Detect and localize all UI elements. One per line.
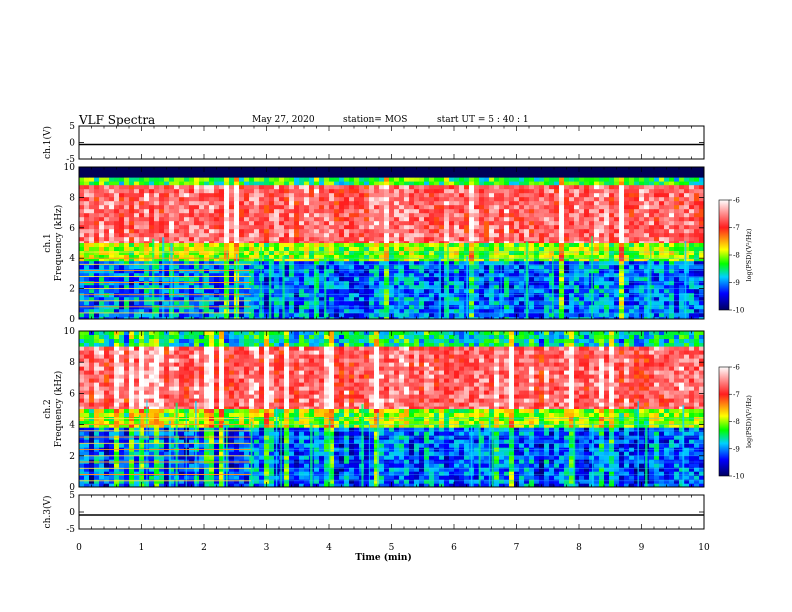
xtick-label-5: 5 xyxy=(389,543,395,553)
ylabel-p2-freq: Frequency (kHz) xyxy=(53,205,64,282)
colorbar-tick-p2-4: -10 xyxy=(733,307,744,315)
xtick-label-0: 0 xyxy=(76,543,82,553)
colorbar-tick-p3-2: -8 xyxy=(733,418,740,426)
ytick-label-p1-0: 5 xyxy=(69,122,75,132)
colorbar-label-p2: log(PSD)(V²/Hz) xyxy=(745,228,753,281)
xtick-label-1: 1 xyxy=(139,543,145,553)
colorbars: -6 -7 -8 -9 -10 log(PSD)(V²/Hz) -6 -7 -8 -9 -10 log… xyxy=(718,197,753,481)
xtick-label-4: 4 xyxy=(326,543,332,553)
ytick-label-p3-0: 0 xyxy=(69,483,75,493)
ytick-label-p3-5: 10 xyxy=(64,327,76,337)
ytick-label-p4-2: -5 xyxy=(66,525,75,535)
ch1-spectrogram xyxy=(79,167,705,320)
xtick-label-7: 7 xyxy=(514,543,520,553)
header-start-ut: start UT = 5 : 40 : 1 xyxy=(437,115,529,125)
ch2-spectrogram xyxy=(79,331,705,488)
colorbar-label-p3: log(PSD)(V²/Hz) xyxy=(745,395,753,448)
ytick-label-p2-0: 0 xyxy=(69,315,75,325)
colorbar-tick-p2-0: -6 xyxy=(733,197,740,205)
ytick-label-p3-3: 6 xyxy=(69,389,75,399)
xtick-label-2: 2 xyxy=(201,543,207,553)
ytick-label-p2-2: 4 xyxy=(69,254,75,264)
axes-layer xyxy=(78,125,705,530)
colorbar-tick-p3-1: -7 xyxy=(733,391,740,399)
colorbar-p2 xyxy=(718,199,730,311)
ytick-label-p2-5: 10 xyxy=(64,163,76,173)
ytick-label-p2-3: 6 xyxy=(69,224,75,234)
ytick-label-p2-4: 8 xyxy=(69,193,75,203)
ytick-label-p2-1: 2 xyxy=(69,285,75,295)
ytick-label-p4-1: 0 xyxy=(69,508,75,518)
ylabel-p4: ch.3(V) xyxy=(42,496,53,529)
ytick-label-p4-0: 5 xyxy=(69,491,75,501)
ytick-label-p1-1: 0 xyxy=(69,139,75,149)
xtick-label-9: 9 xyxy=(639,543,645,553)
xtick-label-3: 3 xyxy=(264,543,270,553)
ytick-label-p3-4: 8 xyxy=(69,358,75,368)
colorbar-tick-p3-3: -9 xyxy=(733,445,740,453)
xtick-label-10: 10 xyxy=(698,543,710,553)
colorbar-tick-p2-1: -7 xyxy=(733,224,740,232)
colorbar-tick-p2-2: -8 xyxy=(733,252,740,260)
ytick-label-p3-2: 4 xyxy=(69,421,75,431)
colorbar-tick-p3-4: -10 xyxy=(733,473,744,481)
colorbar-p3 xyxy=(718,366,730,477)
ylabel-p2-channel: ch.1 xyxy=(43,233,53,252)
colorbar-tick-p3-0: -6 xyxy=(733,364,740,372)
colorbar-tick-p2-3: -9 xyxy=(733,279,740,287)
waveform-traces xyxy=(79,143,704,516)
xtick-label-8: 8 xyxy=(576,543,582,553)
ylabel-p3-channel: ch.2 xyxy=(43,399,53,418)
ylabel-p3-freq: Frequency (kHz) xyxy=(53,371,64,448)
xlabel: Time (min) xyxy=(355,552,412,563)
header-station: station= MOS xyxy=(343,115,408,125)
ytick-label-p1-2: -5 xyxy=(66,155,75,165)
header-date: May 27, 2020 xyxy=(252,115,315,125)
panel-frame-4 xyxy=(78,494,705,530)
ylabel-p1: ch.1(V) xyxy=(42,126,53,159)
ytick-label-p3-1: 2 xyxy=(69,452,75,462)
figure-title: VLF Spectra xyxy=(79,113,156,127)
xtick-label-6: 6 xyxy=(451,543,457,553)
